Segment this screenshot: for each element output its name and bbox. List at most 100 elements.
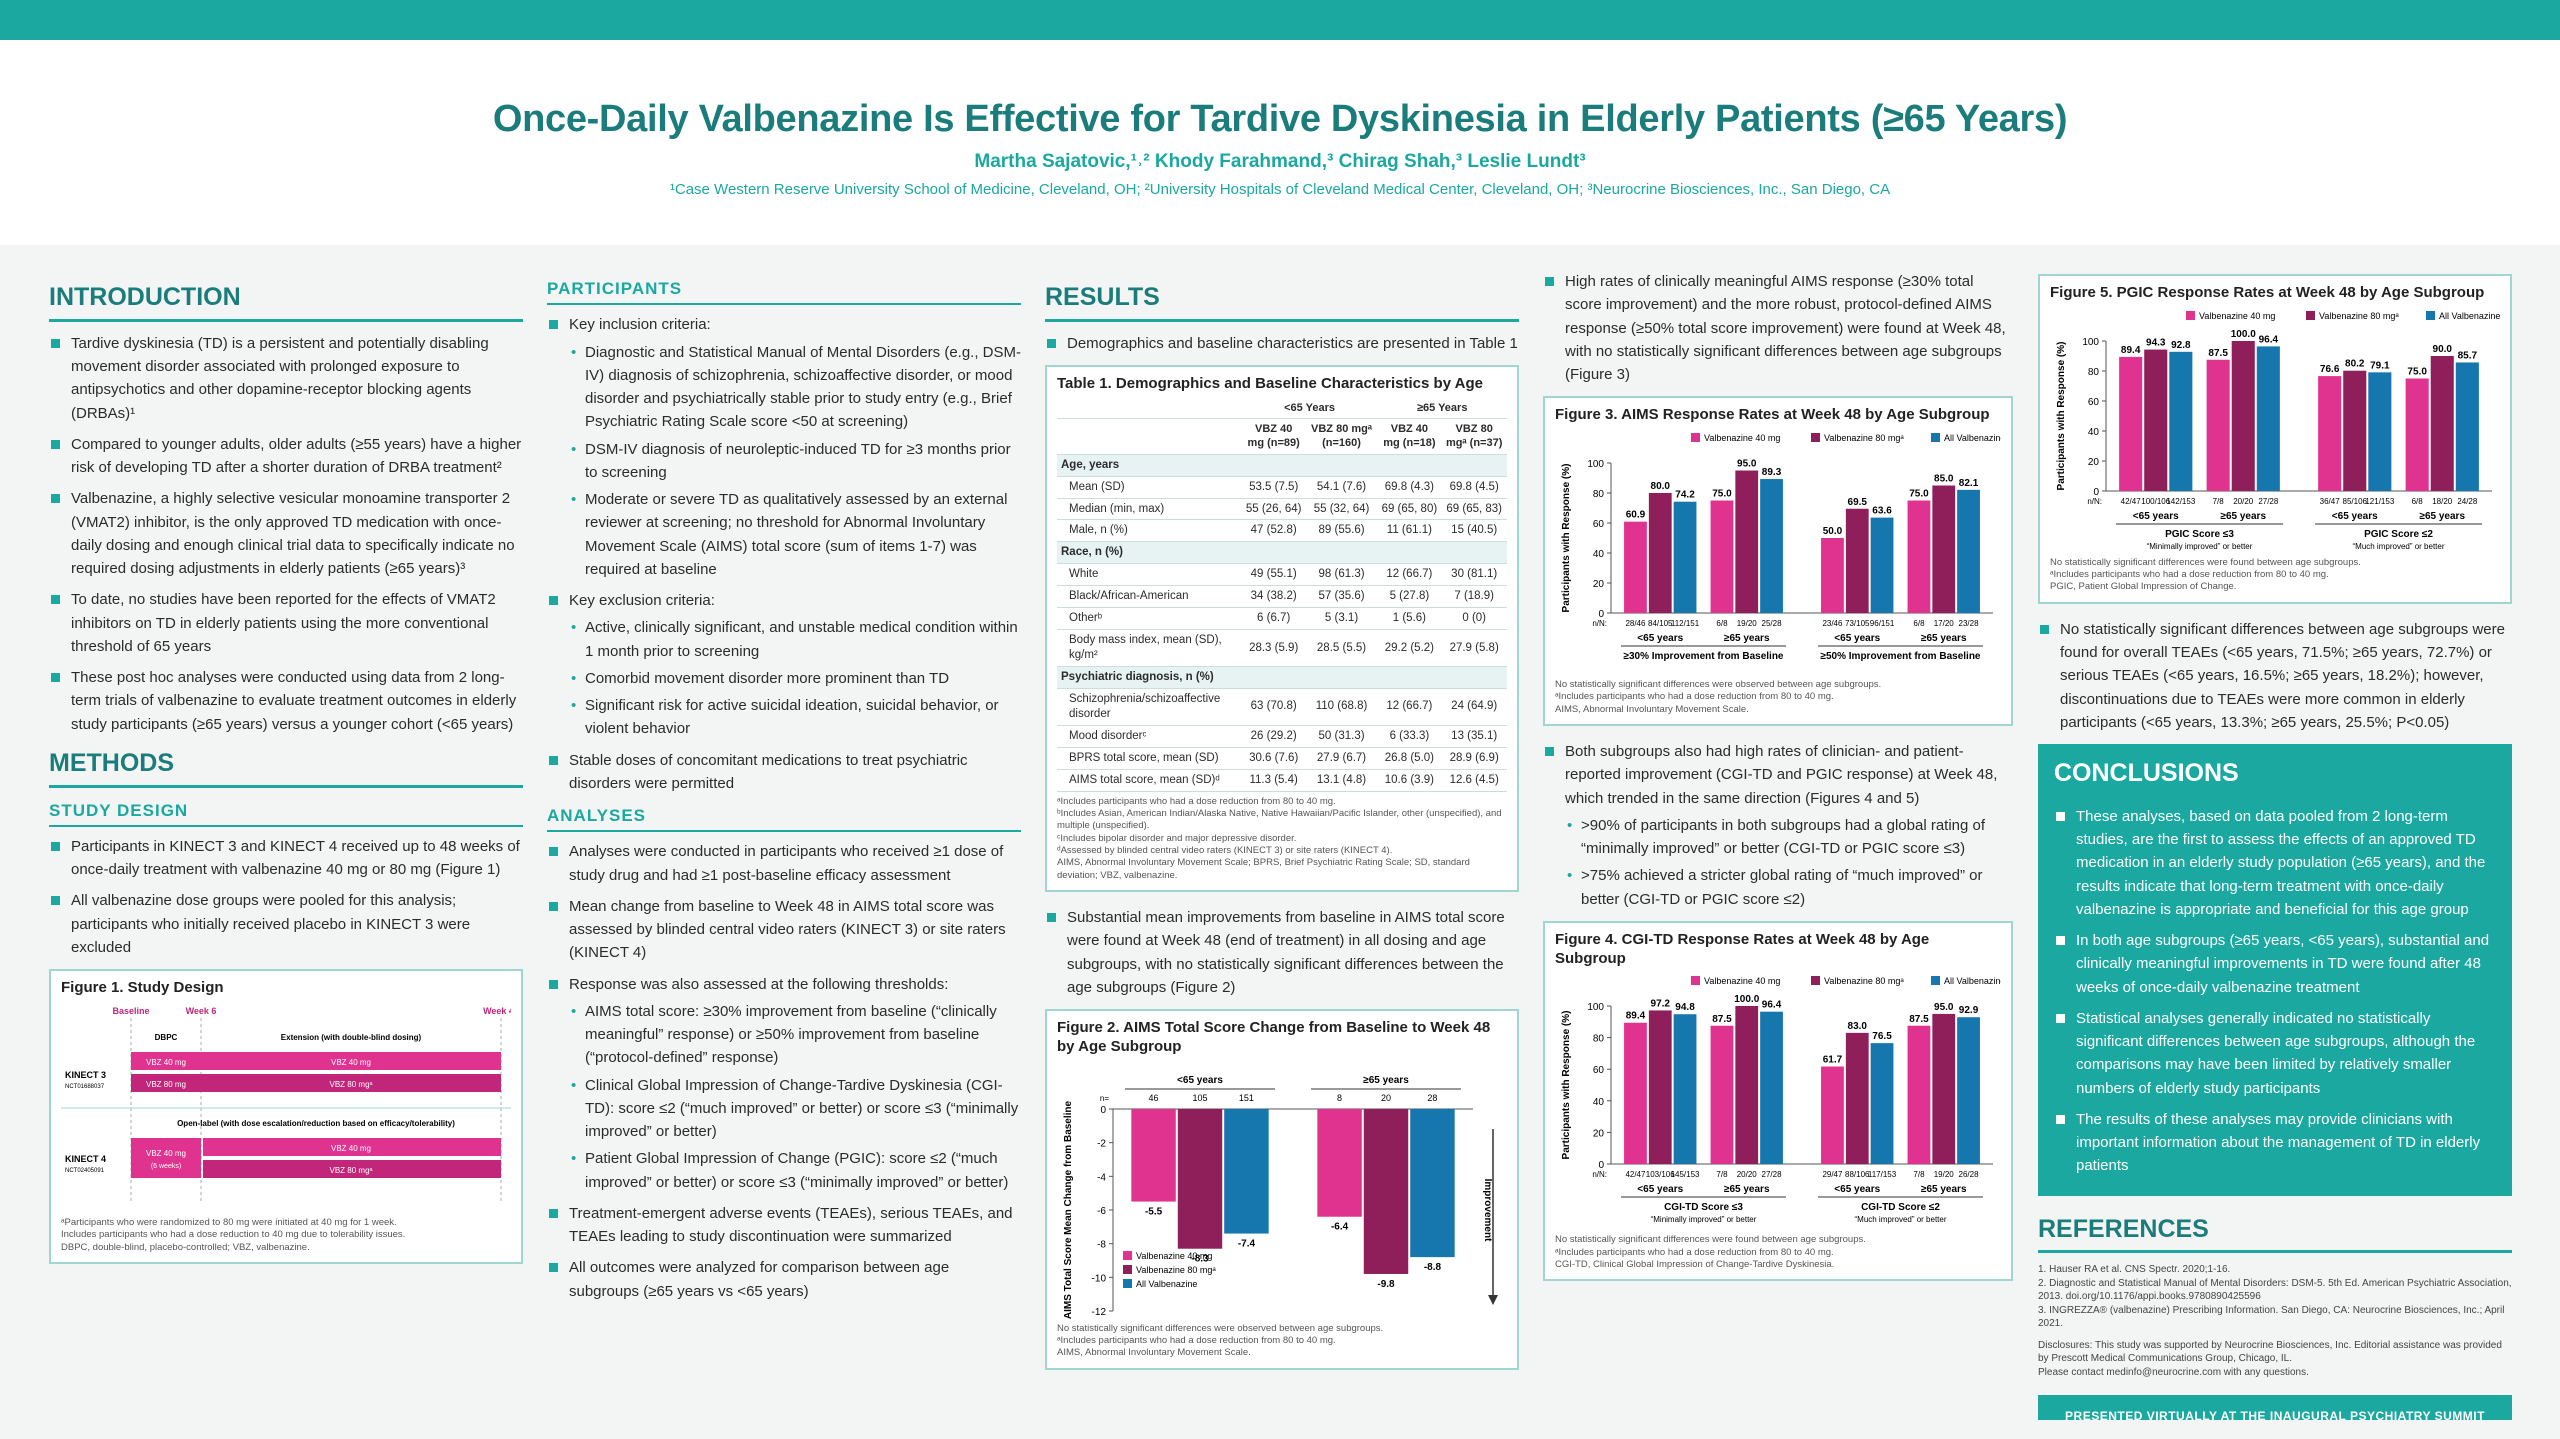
cell: 110 (68.8) [1305, 688, 1378, 726]
study-id: NCT02405091 [65, 1168, 105, 1174]
figure-wrap: Figure 5. PGIC Response Rates at Week 48… [2038, 274, 2512, 604]
group-sublabel: “Much improved” or better [1854, 1215, 1946, 1224]
timepoint: Baseline [112, 1006, 149, 1016]
bar [2206, 359, 2230, 491]
row-label: Black/African-American [1057, 585, 1242, 609]
row-label: BPRS total score, mean (SD) [1057, 747, 1242, 770]
cell: 69.8 (4.5) [1441, 476, 1507, 499]
data-label: 50.0 [1823, 526, 1843, 537]
table-row: AIMS total score, mean (SD)ᵈ 11.3 (5.4) 13… [1057, 769, 1507, 792]
reference: 2. Diagnostic and Statistical Manual of … [2038, 1277, 2512, 1303]
figure-title: Figure 1. Study Design [61, 979, 224, 997]
bullet-list: No statistically significant differences… [2038, 618, 2512, 734]
y-tick-label: 0 [1598, 1160, 1604, 1171]
section-heading: INTRODUCTION [49, 278, 523, 322]
data-label: 87.5 [1909, 1014, 1929, 1025]
bullet: Key exclusion criteria: Active, clinicall… [547, 589, 1021, 741]
bullet-list: Substantial mean improvements from basel… [1045, 906, 1519, 999]
y-tick-label: -8 [1097, 1239, 1106, 1250]
bullet: High rates of clinically meaningful AIMS… [1543, 270, 2013, 386]
cell: 49 (55.1) [1241, 563, 1306, 587]
n-label: 20 [1381, 1093, 1391, 1103]
group-sublabel: “Minimally improved” or better [2147, 542, 2253, 551]
n-label: 28/46 [1625, 619, 1646, 628]
bar [1957, 489, 1980, 613]
column: INTRODUCTION Tardive dyskinesia (TD) is a… [49, 270, 523, 1420]
cell: 27.9 (5.8) [1441, 629, 1507, 668]
category-label: <65 years [2332, 511, 2378, 522]
legend-label: All Valbenazine [1136, 1279, 1197, 1289]
cell: 28.3 (5.9) [1241, 629, 1306, 668]
section-heading: RESULTS [1045, 278, 1519, 322]
table-row: Median (min, max) 55 (26, 64) 55 (32, 64) 6… [1057, 498, 1507, 521]
table-row: Otherᵇ 6 (6.7) 5 (3.1) 1 (5.6) 0 (0) [1057, 607, 1507, 631]
bar [1710, 500, 1734, 613]
y-axis-label: Participants with Response (%) [1561, 464, 1572, 613]
legend-label: Valbenazine 40 mg [1704, 976, 1780, 986]
data-label: 87.5 [2208, 348, 2228, 359]
bullet-list: Tardive dyskinesia (TD) is a persistent … [49, 332, 523, 736]
column: RESULTS Demographics and baseline charact… [1045, 270, 1519, 1420]
bullet: In both age subgroups (≥65 years, <65 ye… [2054, 929, 2496, 999]
n-row-label: n/N: [2087, 497, 2102, 506]
legend-label: Valbenazine 40 mg [1704, 433, 1780, 443]
figure: Figure 5. PGIC Response Rates at Week 48… [2038, 274, 2512, 604]
arm-label: VBZ 80 mgᵃ [330, 1166, 374, 1175]
figure: Figure 1. Study Design Baseline Week 6 Week… [49, 969, 523, 1264]
bar [1410, 1108, 1455, 1257]
n-label: 36/47 [2320, 497, 2341, 506]
table-header-row: <65 Years ≥65 Years [1057, 397, 1507, 420]
arm-bar [131, 1137, 201, 1178]
n-label: 7/8 [1716, 1170, 1728, 1179]
n-label: 19/20 [1934, 1170, 1955, 1179]
sub-bullet: >75% achieved a stricter global rating o… [1565, 864, 2013, 911]
arm-bar [203, 1137, 501, 1156]
sub-bullet: Active, clinically significant, and unst… [569, 616, 1021, 663]
n-label: 8 [1337, 1093, 1342, 1103]
cell: 55 (26, 64) [1241, 498, 1306, 521]
n-label: 103/106 [1646, 1170, 1675, 1179]
column-header: VBZ 40 mg (n=89) [1241, 418, 1306, 455]
n-label: 29/47 [1822, 1170, 1843, 1179]
data-label: 79.1 [2370, 360, 2390, 371]
bullet: No statistically significant differences… [2038, 618, 2512, 734]
bar [1845, 508, 1869, 613]
data-label: 60.9 [1626, 510, 1646, 521]
footnote: AIMS, Abnormal Involuntary Movement Scal… [1555, 703, 1749, 715]
legend-label: Valbenazine 40 mg [2199, 311, 2275, 321]
table-title: Table 1. Demographics and Baseline Chara… [1057, 375, 1483, 392]
n-label: 20/20 [1737, 1170, 1758, 1179]
cell: 30.6 (7.6) [1241, 747, 1306, 770]
cell: 98 (61.3) [1305, 563, 1378, 587]
authors: Martha Sajatovic,¹˒² Khody Farahmand,³ C… [974, 151, 1586, 172]
n-label: 18/20 [2432, 497, 2453, 506]
y-axis-label: Participants with Response (%) [1561, 1011, 1572, 1160]
data-label: 74.2 [1675, 490, 1695, 501]
footnote: ᵃIncludes participants who had a dose re… [1057, 1334, 1336, 1346]
n-label: 88/106 [1845, 1170, 1870, 1179]
row-label: Age, years [1057, 454, 1507, 477]
cell: 30 (81.1) [1441, 563, 1507, 587]
bullet: Mean change from baseline to Week 48 in … [547, 895, 1021, 965]
subsection-heading: PARTICIPANTS [547, 276, 1021, 306]
legend-label: All Valbenazine [2439, 311, 2500, 321]
legend-label: All Valbenazine [1944, 976, 2001, 986]
footnote: AIMS, Abnormal Involuntary Movement Scal… [1057, 857, 1470, 881]
legend-swatch [1691, 433, 1700, 442]
footnote: ᵃIncludes participants who had a dose re… [2050, 569, 2329, 581]
study-label: KINECT 4 [65, 1154, 106, 1164]
category-label: ≥65 years [1724, 1184, 1770, 1195]
cell: 57 (35.6) [1305, 585, 1378, 609]
bullet: Treatment-emergent adverse events (TEAEs… [547, 1202, 1021, 1249]
subsection-heading: STUDY DESIGN [49, 798, 523, 827]
bar [1957, 1017, 1980, 1165]
category-label: <65 years [1177, 1075, 1223, 1086]
data-label: 63.6 [1872, 506, 1892, 517]
bullet: Valbenazine, a highly selective vesicula… [49, 487, 523, 580]
bullet: Substantial mean improvements from basel… [1045, 906, 1519, 999]
column-header: VBZ 80 mgᵃ (n=37) [1441, 418, 1507, 455]
cell: 29.2 (5.2) [1377, 629, 1442, 668]
bar [1673, 1014, 1697, 1165]
y-tick-label: 40 [2088, 427, 2100, 438]
category-label: <65 years [1834, 633, 1880, 644]
